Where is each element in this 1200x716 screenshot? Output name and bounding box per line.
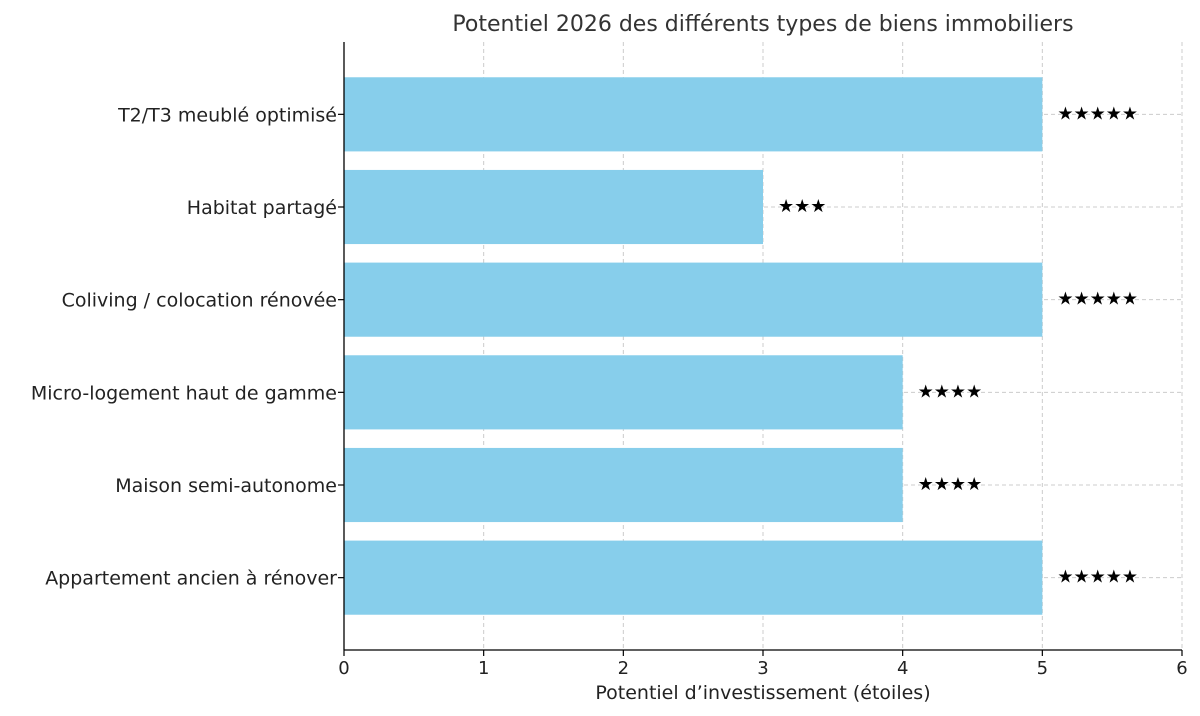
x-tick-label: 0 bbox=[338, 658, 349, 679]
star-rating-label: ★★★★★ bbox=[1057, 289, 1138, 310]
bar bbox=[344, 262, 1043, 337]
star-rating-label: ★★★★ bbox=[918, 381, 983, 402]
star-rating-label: ★★★★★ bbox=[1057, 567, 1138, 588]
bar bbox=[344, 355, 903, 430]
x-tick-label: 6 bbox=[1176, 658, 1187, 679]
bar bbox=[344, 447, 903, 523]
bar bbox=[344, 540, 1043, 615]
category-label: Micro-logement haut de gamme bbox=[31, 382, 337, 404]
x-tick-label: 5 bbox=[1037, 658, 1048, 679]
category-label: Maison semi-autonome bbox=[115, 475, 337, 497]
x-tick-label: 4 bbox=[897, 658, 908, 679]
x-tick-label: 1 bbox=[478, 658, 489, 679]
star-rating-label: ★★★★★ bbox=[1057, 103, 1138, 124]
star-labels: ★★★★★★★★★★★★★★★★★★★★★★★★★★ bbox=[778, 103, 1138, 587]
bar bbox=[344, 77, 1043, 152]
x-tick-labels: 0 1 2 3 4 5 6 bbox=[338, 650, 1188, 679]
category-label: T2/T3 meublé optimisé bbox=[117, 104, 337, 126]
category-label: Coliving / colocation rénovée bbox=[62, 290, 337, 312]
x-tick-label: 3 bbox=[757, 658, 768, 679]
chart-title: Potentiel 2026 des différents types de b… bbox=[452, 12, 1073, 37]
category-labels: T2/T3 meublé optimisé Habitat partagé Coli… bbox=[31, 104, 344, 590]
bar bbox=[344, 169, 763, 245]
category-label: Habitat partagé bbox=[187, 197, 337, 219]
bars bbox=[344, 77, 1043, 615]
x-tick-label: 2 bbox=[618, 658, 629, 679]
star-rating-label: ★★★★ bbox=[918, 474, 983, 495]
x-axis-label: Potentiel d’investissement (étoiles) bbox=[595, 682, 930, 704]
star-rating-label: ★★★ bbox=[778, 196, 826, 217]
category-label: Appartement ancien à rénover bbox=[45, 568, 337, 590]
